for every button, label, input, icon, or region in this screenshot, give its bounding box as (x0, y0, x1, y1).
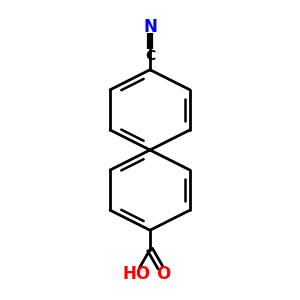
Text: O: O (156, 265, 170, 283)
Text: C: C (145, 49, 155, 63)
Text: HO: HO (123, 265, 151, 283)
Text: N: N (143, 18, 157, 36)
